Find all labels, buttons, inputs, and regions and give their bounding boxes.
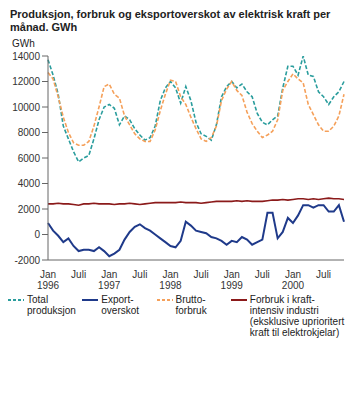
svg-text:10000: 10000	[12, 102, 40, 113]
svg-text:12000: 12000	[12, 76, 40, 87]
svg-text:Jan2000: Jan2000	[282, 269, 305, 290]
svg-text:Juli: Juli	[71, 269, 86, 280]
html-text:GWh: GWh	[12, 38, 35, 49]
svg-text:0: 0	[34, 229, 40, 240]
svg-text:Juli: Juli	[316, 269, 331, 280]
html-text:Total produksjon: Total produksjon	[27, 294, 76, 316]
svg-text:Jan1998: Jan1998	[159, 269, 182, 290]
svg-text:2000: 2000	[18, 204, 41, 215]
html-text:Forbruk i kraft-intensiv indus: Forbruk i kraft-intensiv industri (ekskl…	[249, 294, 345, 338]
svg-text:Juli: Juli	[194, 269, 209, 280]
html-text:Produksjon, forbruk og eksport: Produksjon, forbruk og eksportoverskot a…	[10, 8, 331, 33]
html-text:Brutto-forbruk: Brutto-forbruk	[175, 294, 207, 316]
html-text:Export-overskot: Export-overskot	[101, 294, 140, 316]
svg-text:Jan1999: Jan1999	[221, 269, 244, 290]
svg-text:-2000: -2000	[14, 255, 40, 266]
svg-text:Juli: Juli	[132, 269, 147, 280]
svg-text:Jan1997: Jan1997	[98, 269, 121, 290]
svg-text:14000: 14000	[12, 51, 40, 62]
svg-text:6000: 6000	[18, 153, 41, 164]
svg-text:Juli: Juli	[255, 269, 270, 280]
svg-text:8000: 8000	[18, 127, 41, 138]
svg-text:4000: 4000	[18, 178, 41, 189]
svg-text:Jan1996: Jan1996	[37, 269, 60, 290]
